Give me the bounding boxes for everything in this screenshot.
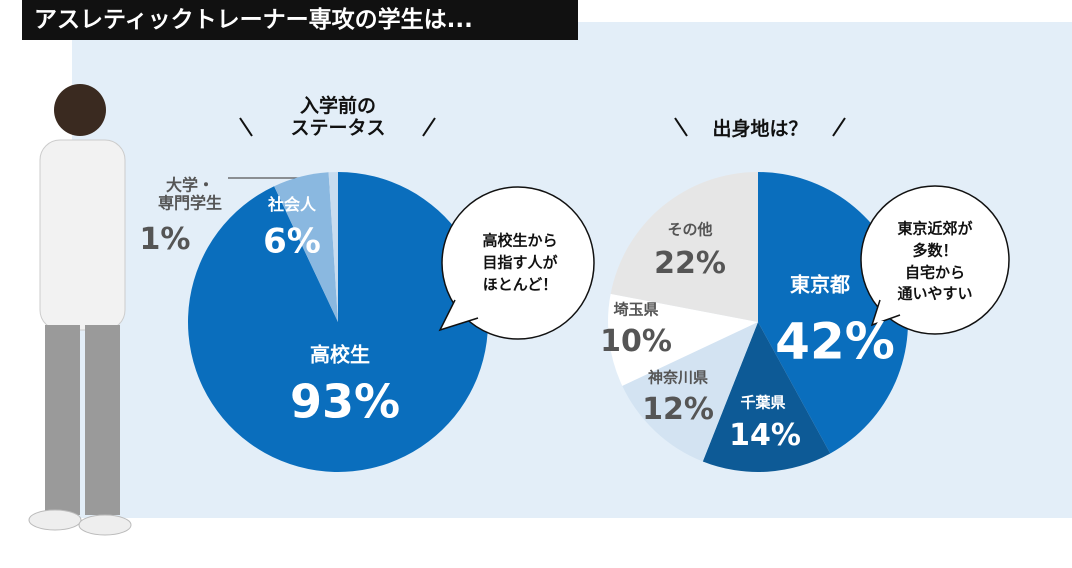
speech-tail <box>438 299 479 332</box>
slice-value: 10% <box>600 323 672 359</box>
slice-name: 大学・ 専門学生 <box>157 175 223 213</box>
pie-slice <box>608 293 758 386</box>
title-decoration <box>239 117 846 137</box>
slice-name: 埼玉県 <box>613 300 659 319</box>
pie-slice <box>188 171 489 473</box>
slice-name: 神奈川県 <box>647 368 709 387</box>
speech-tail <box>870 299 901 327</box>
slice-value: 6% <box>263 221 321 262</box>
pie-slice <box>702 322 831 472</box>
slice-name: 高校生 <box>310 342 370 367</box>
chart-title: 出身地は？ <box>712 118 808 141</box>
page-title: アスレティックトレーナー専攻の学生は... <box>22 0 578 40</box>
pie-slice <box>622 322 758 462</box>
pie-slice <box>274 172 338 322</box>
person-figure <box>28 84 132 536</box>
slice-value: 93% <box>289 374 401 429</box>
slice-name: その他 <box>667 220 713 239</box>
pie-slice <box>610 172 758 322</box>
slice-value: 42% <box>775 312 895 371</box>
speech-text: 高校生から 目指す人が ほとんど！ <box>482 231 558 293</box>
slice-name: 東京都 <box>790 272 850 297</box>
chart-title: 入学前の ステータス <box>290 95 386 139</box>
slice-name: 千葉県 <box>740 393 786 412</box>
speech-text: 東京近郊が 多数！ 自宅から 通いやすい <box>897 219 973 303</box>
slice-value: 14% <box>729 417 801 453</box>
slice-value: 22% <box>654 245 726 281</box>
slice-name: 社会人 <box>267 194 317 214</box>
speech-bubble <box>441 186 595 340</box>
speech-bubble <box>860 185 1010 335</box>
pie-slice <box>328 172 338 322</box>
slice-value: 12% <box>642 391 714 427</box>
slice-value: 1% <box>139 221 191 257</box>
